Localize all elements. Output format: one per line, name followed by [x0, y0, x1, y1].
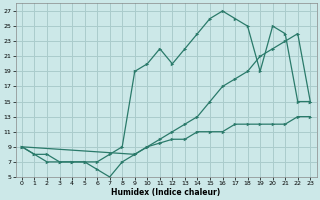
- X-axis label: Humidex (Indice chaleur): Humidex (Indice chaleur): [111, 188, 221, 197]
